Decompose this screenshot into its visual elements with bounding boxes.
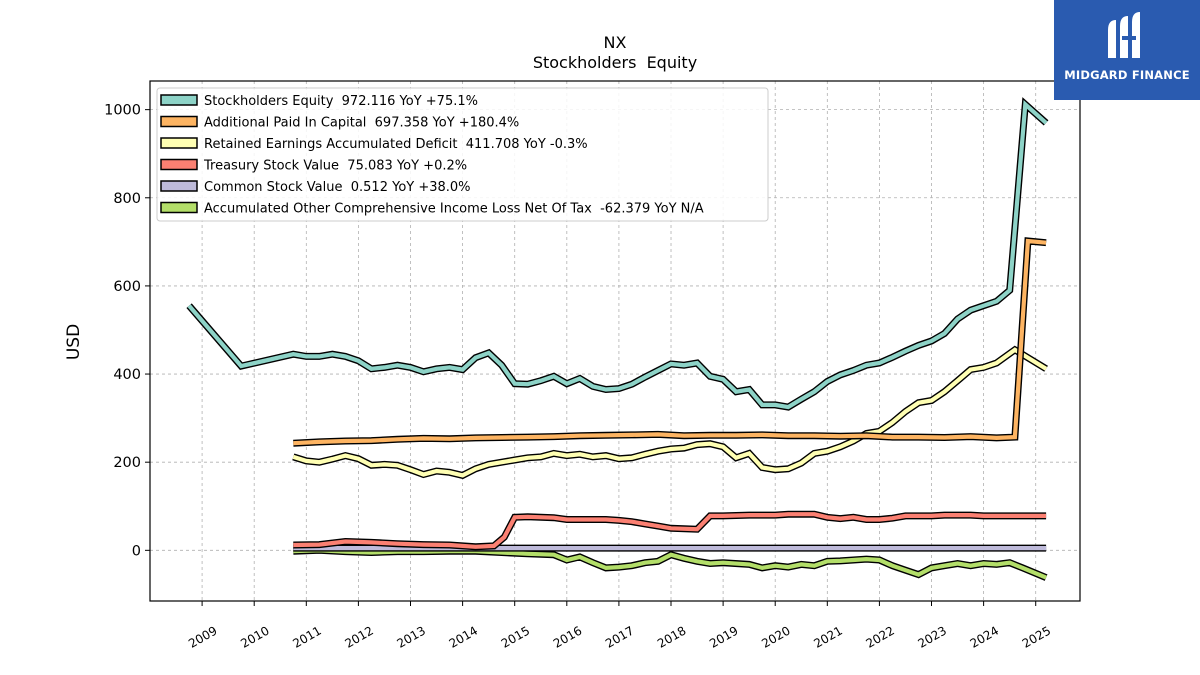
y-tick-label: 0	[132, 543, 141, 559]
y-tick-label: 600	[113, 279, 141, 295]
legend-label: Accumulated Other Comprehensive Income L…	[204, 202, 704, 217]
series-line	[187, 100, 1048, 410]
legend-label: Treasury Stock Value 75.083 YoY +0.2%	[203, 159, 467, 174]
x-tick-label: 2020	[759, 623, 792, 650]
legend-label: Additional Paid In Capital 697.358 YoY +…	[204, 116, 519, 131]
x-tick-label: 2016	[551, 623, 584, 650]
x-tick-label: 2022	[863, 623, 896, 650]
x-tick-label: 2021	[811, 623, 844, 650]
midgard-logo-icon	[1108, 12, 1140, 58]
series-group	[293, 237, 1047, 447]
y-tick-label: 400	[113, 367, 141, 383]
y-tick-label: 800	[113, 191, 141, 207]
x-tick-label: 2018	[655, 623, 688, 650]
legend-swatch	[160, 180, 198, 192]
series-line	[293, 238, 1047, 446]
x-tick-label: 2024	[968, 623, 1001, 650]
x-tick-label: 2011	[290, 623, 323, 650]
legend-swatch	[160, 201, 198, 214]
x-tick-label: 2025	[1020, 623, 1053, 650]
plot-frame	[149, 80, 1081, 602]
legend-label: Retained Earnings Accumulated Deficit 41…	[204, 137, 588, 152]
legend: Stockholders Equity 972.116 YoY +75.1% Ad…	[156, 87, 769, 222]
x-tick-label: 2010	[238, 623, 271, 650]
legend-swatch	[160, 94, 198, 106]
series-line	[293, 512, 1047, 549]
series-group	[292, 345, 1048, 480]
x-tick-label: 2015	[499, 623, 532, 650]
brand-logo: MIDGARD FINANCE	[1054, 0, 1200, 100]
series-group	[293, 510, 1047, 551]
chart-title: NX	[604, 33, 627, 52]
y-axis-label: USD	[64, 324, 84, 360]
series-group	[293, 546, 1048, 581]
legend-swatch	[160, 158, 198, 171]
series-layer	[186, 97, 1049, 581]
series-group	[186, 97, 1049, 411]
legend-box	[156, 87, 769, 222]
y-tick-label: 1000	[104, 103, 141, 119]
brand-name: MIDGARD FINANCE	[1064, 68, 1190, 82]
x-tick-label: 2012	[342, 623, 375, 650]
x-tick-label: 2013	[395, 623, 428, 650]
legend-swatch	[160, 115, 198, 128]
legend-label: Stockholders Equity 972.116 YoY +75.1%	[204, 94, 478, 109]
x-tick-label: 2019	[707, 623, 740, 650]
chart-subtitle: Stockholders Equity	[533, 53, 697, 72]
y-tick-label: 200	[113, 455, 141, 471]
x-tick-label: 2014	[447, 623, 480, 650]
x-tick-label: 2017	[603, 623, 636, 650]
x-tick-label: 2009	[186, 623, 219, 650]
series-line	[292, 347, 1048, 478]
x-tick-label: 2023	[916, 623, 949, 650]
legend-swatch	[160, 137, 198, 149]
legend-label: Common Stock Value 0.512 YoY +38.0%	[204, 180, 471, 195]
series-line	[293, 548, 1047, 580]
